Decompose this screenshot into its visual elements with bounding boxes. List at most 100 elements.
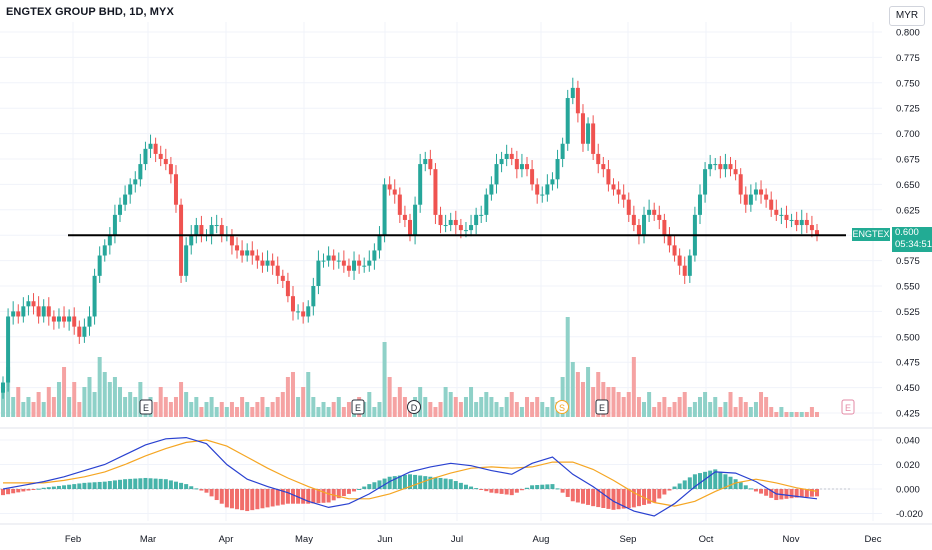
volume-bar bbox=[189, 402, 194, 417]
price-axis[interactable]: 0.800 0.775 0.750 0.725 0.700 0.675 0.650 0.625… bbox=[896, 28, 923, 521]
event-marker-label: E bbox=[599, 403, 605, 413]
volume-bar bbox=[647, 392, 652, 417]
macd-histogram-bar bbox=[357, 489, 362, 490]
macd-histogram-bar bbox=[718, 471, 723, 489]
volume-bar bbox=[229, 402, 234, 417]
candle-body bbox=[591, 123, 596, 154]
volume-bar bbox=[133, 397, 138, 417]
candle-body bbox=[631, 214, 636, 226]
volume-bar bbox=[87, 377, 92, 417]
volume-bar bbox=[372, 407, 377, 417]
macd-histogram-bar bbox=[545, 484, 550, 489]
macd-histogram-bar bbox=[423, 476, 428, 489]
candle-body bbox=[382, 184, 387, 236]
volume-bar bbox=[11, 397, 16, 417]
candle-body bbox=[667, 235, 672, 246]
candle-body bbox=[804, 219, 809, 226]
candle-body bbox=[672, 245, 677, 256]
event-marker-label: E bbox=[355, 403, 361, 413]
currency-button[interactable]: MYR bbox=[889, 6, 925, 26]
candle-body bbox=[46, 306, 51, 317]
volume-bar bbox=[662, 397, 667, 417]
macd-histogram-bar bbox=[611, 489, 616, 510]
event-marker-badge bbox=[841, 399, 855, 415]
macd-histogram-bar bbox=[555, 488, 560, 490]
macd-histogram-bar bbox=[657, 489, 662, 499]
candle-body bbox=[235, 245, 240, 251]
price-tick-label: 0.450 bbox=[896, 383, 920, 394]
candle-body bbox=[545, 184, 550, 195]
macd-histogram-bar bbox=[372, 482, 377, 489]
volume-bar bbox=[626, 392, 631, 417]
candle-body bbox=[341, 260, 346, 266]
candle-body bbox=[143, 148, 148, 165]
macd-histogram-bar bbox=[133, 478, 138, 489]
macd-histogram-bar bbox=[601, 489, 606, 508]
volume-bar bbox=[621, 397, 626, 417]
macd-histogram-bar bbox=[285, 489, 290, 504]
macd-histogram-bar bbox=[535, 485, 540, 489]
volume-bar bbox=[484, 392, 489, 417]
volume-bar bbox=[224, 407, 229, 417]
macd-histogram-bar bbox=[382, 478, 387, 489]
signal-line bbox=[3, 439, 818, 507]
volume-bar bbox=[56, 382, 61, 417]
macd-histogram-bar bbox=[199, 489, 204, 491]
candle-body bbox=[703, 169, 708, 195]
volume-bar bbox=[596, 372, 601, 417]
volume-bar bbox=[321, 402, 326, 417]
volume-bar bbox=[428, 402, 433, 417]
volume-bar bbox=[6, 367, 11, 417]
candle-body bbox=[16, 311, 21, 317]
candle-body bbox=[377, 235, 382, 251]
month-label: Nov bbox=[783, 534, 800, 545]
macd-histogram-bar bbox=[336, 489, 341, 499]
macd-histogram-bar bbox=[636, 489, 641, 507]
macd-histogram-bar bbox=[723, 474, 728, 489]
volume-bar bbox=[97, 357, 102, 417]
bar-countdown: 05:34:51 bbox=[895, 239, 932, 250]
macd-histogram-bar bbox=[774, 489, 779, 501]
macd-histogram-bar bbox=[118, 479, 123, 489]
macd-histogram-bar bbox=[672, 486, 677, 489]
candle-body bbox=[397, 194, 402, 215]
volume-bar bbox=[804, 412, 809, 417]
month-label: Jul bbox=[451, 534, 463, 545]
macd-histogram-bar bbox=[270, 489, 275, 507]
macd-histogram-bar bbox=[280, 489, 285, 505]
macd-histogram-bar bbox=[16, 489, 21, 493]
macd-histogram-bar bbox=[265, 489, 270, 508]
candle-body bbox=[362, 265, 367, 267]
candle-body bbox=[616, 189, 621, 195]
macd-histogram-bar bbox=[153, 478, 158, 489]
volume-bar bbox=[41, 402, 46, 417]
macd-histogram-bar bbox=[443, 478, 448, 489]
volume-bar bbox=[326, 407, 331, 417]
month-label: Oct bbox=[699, 534, 714, 545]
macd-histogram-bar bbox=[194, 488, 199, 490]
macd-histogram-bar bbox=[26, 489, 31, 491]
candle-body bbox=[769, 199, 774, 210]
macd-histogram-bar bbox=[591, 489, 596, 507]
volume-bar bbox=[1, 387, 5, 417]
volume-bar bbox=[209, 397, 214, 417]
time-axis[interactable]: Feb Mar Apr May Jun Jul Aug Sep Oct Nov Dec bbox=[65, 534, 882, 545]
month-label: Aug bbox=[533, 534, 550, 545]
volume-bar bbox=[153, 402, 158, 417]
macd-histogram-bar bbox=[682, 480, 687, 489]
candle-body bbox=[687, 255, 692, 276]
candle-body bbox=[815, 230, 819, 236]
candle-body bbox=[163, 159, 168, 165]
macd-histogram-bar bbox=[31, 489, 36, 490]
volume-bar bbox=[36, 392, 41, 417]
candle-body bbox=[214, 225, 219, 227]
volume-bar bbox=[728, 392, 733, 417]
candle-body bbox=[102, 245, 107, 256]
candle-body bbox=[713, 164, 718, 166]
volume-bar bbox=[331, 402, 336, 417]
volume-bar bbox=[423, 397, 428, 417]
month-label: Jun bbox=[377, 534, 392, 545]
volume-bar bbox=[545, 407, 550, 417]
